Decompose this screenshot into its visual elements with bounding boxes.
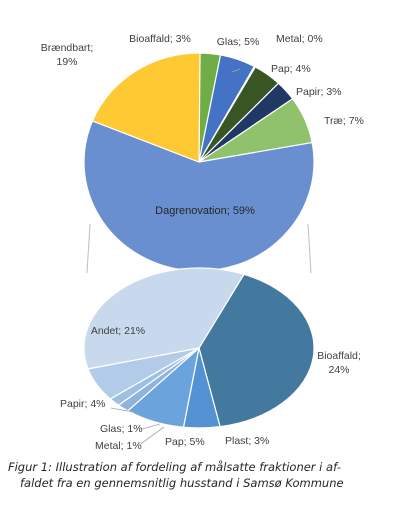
- slice-labels: Bioaffald; 3% Glas; 5% Metal; 0% Pap; 4% Pap…: [41, 33, 364, 452]
- pie-of-pie-chart: Bioaffald; 3% Glas; 5% Metal; 0% Pap; 4% Pap…: [41, 33, 364, 452]
- main-label-pap: Pap; 4%: [271, 63, 311, 75]
- leader-secondary-metal: [137, 426, 165, 447]
- main-slice-braendbart: [91, 52, 201, 163]
- secondary-label-andet: Andet; 21%: [91, 325, 145, 337]
- secondary-label-glas: Glas; 1%: [100, 423, 143, 435]
- connector-line-right: [307, 223, 312, 274]
- main-label-braendbart: Brændbart; 19%: [41, 42, 94, 68]
- connector-lines: [86, 223, 312, 274]
- main-label-trae: Træ; 7%: [324, 115, 364, 127]
- secondary-label-plast: Plast; 3%: [225, 435, 269, 447]
- leader-secondary-papir: [110, 407, 140, 414]
- main-label-metal: Metal; 0%: [276, 33, 323, 45]
- secondary-label-pap: Pap; 5%: [165, 436, 205, 448]
- secondary-label-metal: Metal; 1%: [95, 440, 142, 452]
- secondary-label-bioaffald: Bioaffald; 24%: [317, 350, 361, 376]
- leader-secondary-glas: [141, 423, 161, 430]
- leader-main-pap: [231, 68, 241, 73]
- caption-line-1: Figur 1: Illustration af fordeling af må…: [8, 460, 342, 474]
- main-label-dagrenovation: Dagrenovation; 59%: [155, 205, 255, 217]
- secondary-pie: [83, 267, 315, 429]
- caption-line-2: faldet fra en gennemsnitlig husstand i S…: [20, 476, 344, 490]
- main-label-papir: Papir; 3%: [296, 86, 342, 98]
- main-pie: [83, 52, 315, 272]
- connector-line-left: [86, 223, 91, 274]
- secondary-slice-andet: [83, 267, 245, 370]
- main-label-bioaffald: Bioaffald; 3%: [129, 33, 191, 45]
- main-label-glas: Glas; 5%: [217, 36, 260, 48]
- figure-caption: Figur 1: Illustration af fordeling af må…: [8, 459, 412, 491]
- secondary-slice-bioaffald: [198, 273, 315, 428]
- secondary-label-papir: Papir; 4%: [60, 398, 106, 410]
